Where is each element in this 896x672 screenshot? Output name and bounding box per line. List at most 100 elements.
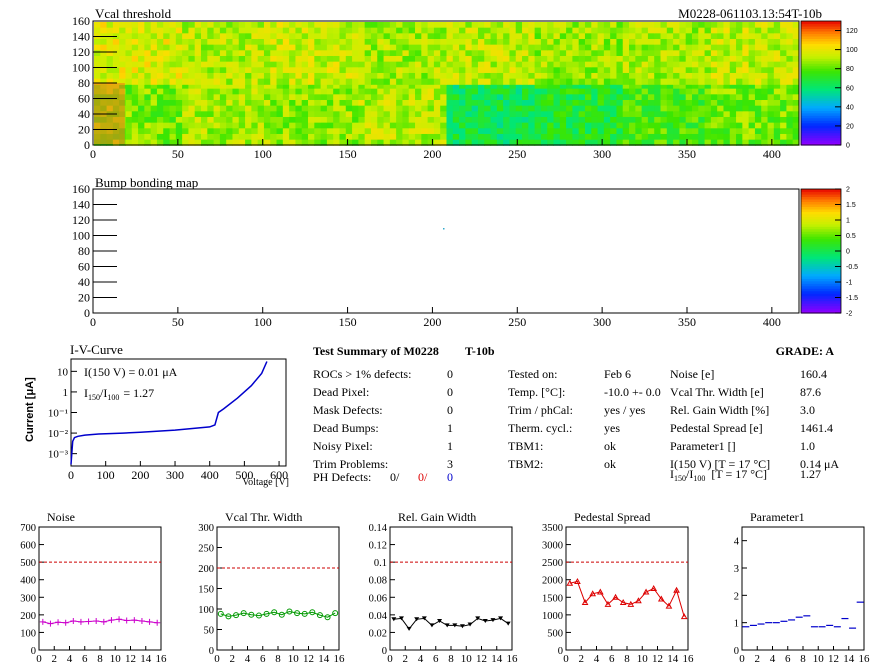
vcal-cell [691, 72, 699, 80]
vcal-cell [440, 22, 447, 29]
vcal-cell [503, 78, 510, 85]
vcal-cell [263, 72, 271, 80]
vcal-cell [219, 133, 227, 141]
vcal-cell [345, 139, 353, 146]
vcal-cell [691, 94, 699, 101]
mini-point [627, 600, 635, 607]
vcal-cell [503, 50, 510, 57]
vcal-cell [389, 55, 397, 63]
vcal-cell [169, 61, 177, 68]
vcal-cell [534, 33, 542, 40]
vcal-cell [370, 61, 378, 68]
vcal-cell [622, 22, 630, 29]
vcal-cell [226, 116, 233, 124]
vcal-palette-band [801, 122, 841, 126]
vcal-cell [610, 88, 617, 95]
vcal-cell [213, 94, 221, 101]
vcal-cell [509, 105, 517, 112]
vcal-cell [742, 139, 750, 146]
vcal-cell [503, 133, 510, 141]
vcal-cell [182, 88, 189, 95]
mini-y-tick-label: 200 [20, 611, 36, 622]
vcal-cell [540, 88, 548, 95]
vcal-cell [698, 22, 706, 29]
vcal-cell [691, 44, 699, 51]
vcal-cell [156, 133, 164, 141]
vcal-cell [452, 33, 460, 40]
bump-palette-band [801, 221, 841, 225]
vcal-cell [503, 83, 510, 90]
vcal-cell [282, 99, 290, 107]
vcal-cell [754, 72, 762, 80]
vcal-cell [201, 99, 208, 107]
vcal-cell [578, 22, 586, 29]
vcal-cell [654, 94, 662, 101]
vcal-cell [440, 122, 447, 129]
vcal-cell [761, 27, 769, 34]
vcal-cell [402, 27, 410, 34]
vcal-cell [729, 44, 737, 51]
vcal-cell [326, 72, 334, 80]
vcal-cell [226, 78, 233, 85]
vcal-cell [389, 139, 397, 146]
vcal-cell [666, 83, 674, 90]
vcal-cell [125, 128, 133, 135]
vcal-cell [754, 83, 762, 90]
vcal-cell [182, 38, 189, 46]
vcal-cell [402, 50, 410, 57]
vcal-cell [308, 128, 315, 135]
vcal-cell [308, 133, 315, 141]
vcal-cell [144, 88, 152, 95]
vcal-cell [106, 44, 114, 51]
vcal-cell [717, 99, 724, 107]
vcal-cell [94, 67, 101, 74]
vcal-cell [540, 139, 548, 146]
vcal-cell [767, 50, 775, 57]
vcal-cell [352, 67, 359, 74]
vcal-cell [219, 122, 227, 129]
vcal-cell [540, 55, 548, 63]
iv-title: I-V-Curve [70, 342, 123, 357]
vcal-cell [282, 94, 290, 101]
vcal-cell [459, 128, 466, 135]
vcal-cell [156, 111, 164, 118]
vcal-cell [182, 122, 189, 129]
vcal-cell [150, 67, 158, 74]
vcal-cell [736, 99, 743, 107]
vcal-cell [522, 72, 529, 80]
summary-mid-value: -10.0 +- 0.0 [604, 385, 661, 399]
vcal-cell [490, 105, 498, 112]
vcal-cell [578, 72, 586, 80]
vcal-cell [301, 22, 309, 29]
vcal-cell [238, 38, 246, 46]
vcal-cell [742, 99, 750, 107]
vcal-cell [490, 78, 498, 85]
bump-palette-band [801, 268, 841, 272]
vcal-cell [566, 61, 573, 68]
vcal-cell [213, 88, 221, 95]
vcal-cell [471, 38, 479, 46]
vcal-cell [723, 116, 731, 124]
vcal-cell [320, 116, 328, 124]
vcal-cell [408, 116, 416, 124]
vcal-cell [364, 88, 372, 95]
vcal-cell [534, 94, 542, 101]
vcal-cell [666, 99, 674, 107]
vcal-cell [345, 128, 353, 135]
vcal-cell [219, 128, 227, 135]
vcal-cell [314, 83, 322, 90]
vcal-cell [647, 99, 655, 107]
vcal-cell [175, 88, 183, 95]
vcal-cell [591, 50, 599, 57]
vcal-cell [698, 99, 706, 107]
vcal-cell [213, 78, 221, 85]
vcal-cell [522, 139, 529, 146]
summary-left-label: Dead Bumps: [313, 421, 379, 435]
vcal-cell [717, 94, 724, 101]
bump-palette-label: 1 [846, 218, 850, 225]
mini-point [62, 619, 69, 626]
vcal-cell [219, 72, 227, 80]
vcal-cell [408, 50, 416, 57]
vcal-cell [295, 133, 303, 141]
vcal-cell [295, 27, 303, 34]
